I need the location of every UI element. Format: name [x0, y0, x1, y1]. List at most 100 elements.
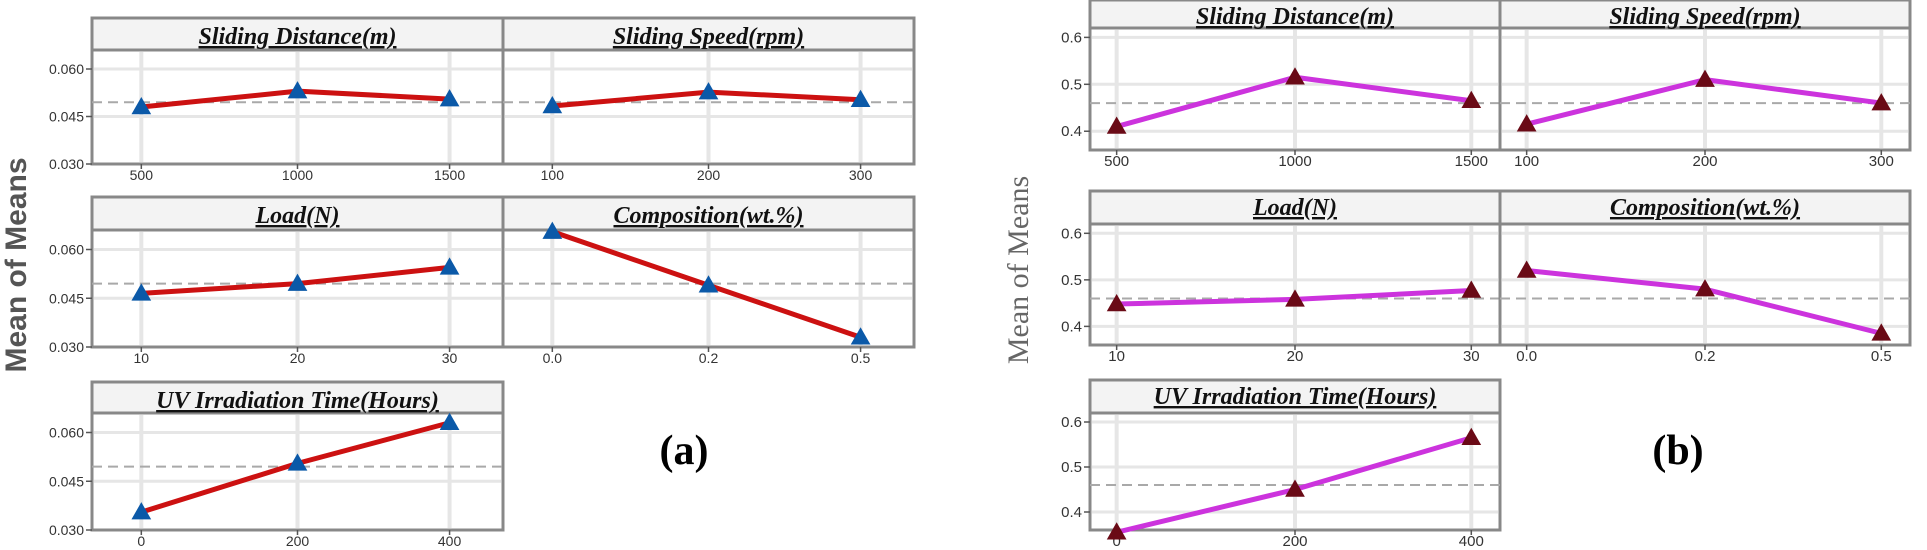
chart-6-point-2 — [1871, 93, 1892, 111]
chart-1-point-0 — [542, 96, 563, 114]
chart-0-xtick-label-1: 1000 — [282, 167, 313, 183]
chart-6-xtick-label-0: 100 — [1514, 153, 1539, 170]
chart-0-ytick-label-1: 0.045 — [49, 109, 84, 125]
chart-5-point-0 — [1106, 116, 1127, 134]
chart-4-point-1 — [287, 453, 308, 471]
chart-7-ytick-label-2: 0.6 — [1061, 225, 1082, 242]
chart-2-ytick-label-0: 0.030 — [49, 339, 84, 355]
chart-3-xtick-label-2: 0.5 — [851, 350, 871, 366]
chart-7-point-2 — [1461, 280, 1482, 298]
chart-9-ytick-label-0: 0.4 — [1061, 504, 1082, 521]
chart-1-xtick-label-2: 300 — [849, 167, 873, 183]
chart-9-title: UV Irradiation Time(Hours) — [1154, 384, 1437, 410]
chart-4-ytick-label-1: 0.045 — [49, 473, 84, 489]
chart-9-ytick-label-1: 0.5 — [1061, 459, 1082, 476]
chart-1-point-2 — [850, 89, 871, 107]
chart-9-point-1 — [1285, 479, 1305, 497]
chart-6-point-1 — [1695, 69, 1715, 87]
chart-2-ytick-label-1: 0.045 — [49, 290, 84, 306]
chart-5-point-1 — [1285, 67, 1305, 85]
chart-2-xtick-label-1: 20 — [290, 350, 306, 366]
chart-7-point-1 — [1285, 289, 1305, 307]
chart-3-xtick-label-1: 0.2 — [699, 350, 719, 366]
chart-7-xtick-label-0: 10 — [1108, 348, 1125, 365]
chart-4-title: UV Irradiation Time(Hours) — [156, 388, 439, 414]
chart-0-ytick-label-0: 0.030 — [49, 156, 84, 172]
chart-4-point-0 — [131, 502, 152, 520]
chart-1-xtick-label-0: 100 — [541, 167, 565, 183]
chart-9-xtick-label-0: 0 — [1112, 533, 1120, 550]
chart-8-point-2 — [1871, 323, 1892, 341]
chart-3-title: Composition(wt.%) — [613, 203, 803, 229]
chart-3-point-1 — [698, 275, 719, 293]
chart-7-title: Load(N) — [1252, 195, 1337, 221]
chart-6-title: Sliding Speed(rpm) — [1609, 4, 1800, 30]
chart-4-xtick-label-1: 200 — [286, 533, 310, 549]
chart-1-title: Sliding Speed(rpm) — [613, 24, 804, 50]
chart-4-ytick-label-0: 0.030 — [49, 522, 84, 538]
chart-0-ytick-label-2: 0.060 — [49, 61, 84, 77]
y-axis-label-b: Mean of Means — [1002, 176, 1035, 364]
chart-4-title-strip — [90, 380, 505, 415]
chart-8-title: Composition(wt.%) — [1610, 195, 1800, 221]
chart-7-xtick-label-1: 20 — [1287, 348, 1304, 365]
chart-5-title-strip — [1088, 0, 1502, 30]
chart-1-title-strip — [501, 16, 916, 52]
chart-8-title-strip — [1498, 189, 1912, 226]
chart-9-point-0 — [1106, 522, 1127, 540]
chart-2-point-2 — [439, 257, 460, 275]
chart-6-title-strip — [1498, 0, 1912, 30]
chart-3-xtick-label-0: 0.0 — [543, 350, 563, 366]
chart-4-xtick-label-2: 400 — [438, 533, 462, 549]
chart-2-title: Load(N) — [255, 203, 340, 229]
chart-0-title-strip — [90, 16, 505, 52]
chart-0-point-0 — [131, 96, 152, 115]
chart-9-xtick-label-1: 200 — [1282, 533, 1307, 550]
y-axis-label-a: Mean of Means — [0, 157, 33, 372]
chart-4-xtick-label-0: 0 — [137, 533, 145, 549]
chart-0-point-2 — [439, 89, 460, 107]
chart-7-xtick-label-2: 30 — [1463, 348, 1480, 365]
chart-8-xtick-label-2: 0.5 — [1871, 348, 1892, 365]
chart-2-title-strip — [90, 195, 505, 232]
chart-9-ytick-label-2: 0.6 — [1061, 414, 1082, 431]
chart-6-xtick-label-1: 200 — [1692, 153, 1717, 170]
chart-5-ytick-label-1: 0.5 — [1061, 76, 1082, 93]
panel-label-b: (b) — [1652, 428, 1703, 474]
chart-2-ytick-label-2: 0.060 — [49, 242, 84, 258]
chart-6-point-0 — [1516, 114, 1537, 132]
chart-3-title-strip — [501, 195, 916, 232]
chart-2-point-0 — [131, 283, 152, 301]
chart-9-title-strip — [1088, 378, 1502, 415]
chart-7-ytick-label-1: 0.5 — [1061, 272, 1082, 289]
panel-label-a: (a) — [660, 428, 709, 474]
chart-6-xtick-label-2: 300 — [1869, 153, 1894, 170]
chart-0-xtick-label-0: 500 — [130, 167, 154, 183]
chart-7-point-0 — [1106, 294, 1127, 312]
chart-5-title: Sliding Distance(m) — [1196, 4, 1394, 30]
chart-0-point-1 — [287, 81, 308, 99]
chart-9-xtick-label-2: 400 — [1459, 533, 1484, 550]
chart-8-xtick-label-1: 0.2 — [1695, 348, 1716, 365]
chart-8-point-1 — [1695, 279, 1715, 297]
chart-9-point-2 — [1461, 427, 1482, 445]
chart-2-xtick-label-0: 10 — [134, 350, 150, 366]
chart-1-xtick-label-1: 200 — [697, 167, 721, 183]
chart-8-xtick-label-0: 0.0 — [1516, 348, 1537, 365]
chart-5-xtick-label-2: 1500 — [1455, 153, 1488, 170]
chart-4-ytick-label-2: 0.060 — [49, 425, 84, 441]
chart-2-point-1 — [287, 273, 308, 291]
chart-0-title: Sliding Distance(m) — [198, 24, 396, 50]
chart-3-point-0 — [542, 221, 563, 239]
chart-3-point-2 — [850, 327, 871, 345]
chart-5-ytick-label-2: 0.6 — [1061, 29, 1082, 46]
chart-5-point-2 — [1461, 90, 1482, 108]
chart-1-point-1 — [698, 82, 719, 100]
chart-7-ytick-label-0: 0.4 — [1061, 318, 1082, 335]
chart-4-point-2 — [439, 412, 460, 430]
chart-8-point-0 — [1516, 260, 1537, 278]
chart-5-xtick-label-0: 500 — [1104, 153, 1129, 170]
chart-5-ytick-label-0: 0.4 — [1061, 123, 1082, 140]
chart-5-xtick-label-1: 1000 — [1278, 153, 1311, 170]
